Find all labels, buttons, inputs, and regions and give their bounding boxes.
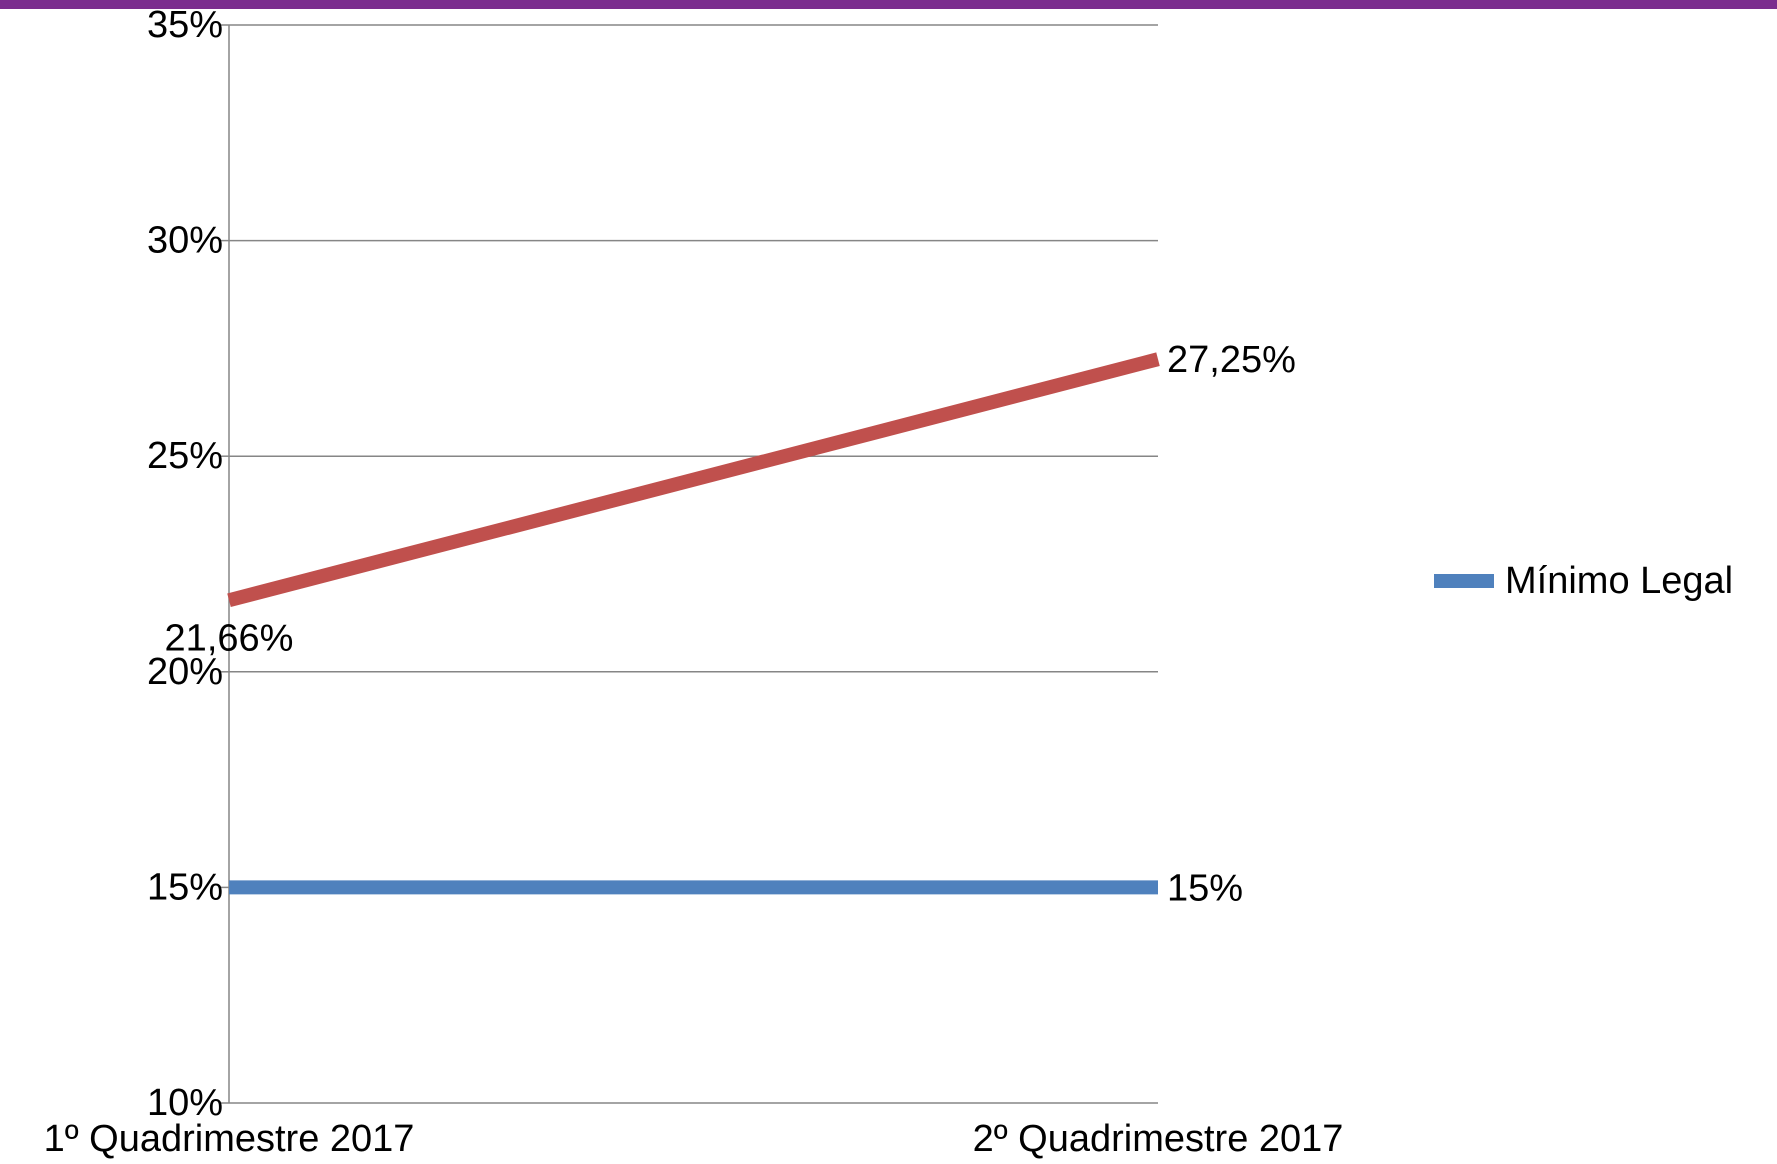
- legend-swatch: [1434, 574, 1494, 588]
- data-label: 27,25%: [1167, 339, 1296, 381]
- data-label: 15%: [1167, 867, 1243, 909]
- header-bar: [0, 0, 1777, 9]
- y-tick-label: 20%: [147, 651, 223, 693]
- y-tick-label: 35%: [147, 4, 223, 46]
- y-tick-label: 10%: [147, 1082, 223, 1124]
- legend-label: Mínimo Legal: [1505, 560, 1733, 602]
- y-tick-label: 15%: [147, 866, 223, 908]
- x-tick-label: 1º Quadrimestre 2017: [44, 1118, 415, 1160]
- series-line: [227, 352, 1160, 607]
- y-tick-label: 30%: [147, 220, 223, 262]
- x-tick-label: 2º Quadrimestre 2017: [973, 1118, 1344, 1160]
- y-tick-label: 25%: [147, 435, 223, 477]
- data-label: 21,66%: [165, 617, 294, 659]
